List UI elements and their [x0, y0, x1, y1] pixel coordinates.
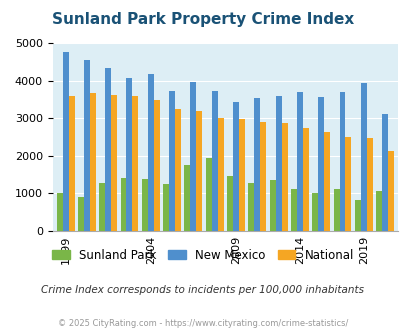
Bar [248, 183, 254, 231]
Bar [132, 96, 138, 231]
Bar [211, 91, 217, 231]
Bar [141, 179, 147, 231]
Bar [239, 119, 244, 231]
Bar [318, 97, 323, 231]
Bar [354, 200, 360, 231]
Bar [387, 151, 393, 231]
Bar [105, 69, 111, 231]
Bar [333, 189, 339, 231]
Bar [296, 92, 302, 231]
Bar [311, 193, 318, 231]
Bar [260, 121, 266, 231]
Bar [163, 183, 168, 231]
Bar [168, 91, 175, 231]
Bar [111, 95, 117, 231]
Bar [226, 177, 232, 231]
Bar [205, 158, 211, 231]
Text: Crime Index corresponds to incidents per 100,000 inhabitants: Crime Index corresponds to incidents per… [41, 285, 364, 295]
Bar [90, 93, 96, 231]
Bar [339, 92, 345, 231]
Bar [281, 123, 287, 231]
Bar [62, 51, 68, 231]
Text: © 2025 CityRating.com - https://www.cityrating.com/crime-statistics/: © 2025 CityRating.com - https://www.city… [58, 319, 347, 328]
Bar [366, 138, 372, 231]
Bar [120, 178, 126, 231]
Bar [275, 96, 281, 231]
Bar [381, 115, 387, 231]
Bar [99, 183, 105, 231]
Bar [269, 180, 275, 231]
Bar [290, 189, 296, 231]
Bar [126, 78, 132, 231]
Bar [184, 165, 190, 231]
Bar [153, 100, 159, 231]
Bar [190, 82, 196, 231]
Bar [175, 110, 181, 231]
Bar [68, 96, 75, 231]
Bar [147, 74, 153, 231]
Bar [360, 83, 366, 231]
Text: Sunland Park Property Crime Index: Sunland Park Property Crime Index [52, 12, 353, 26]
Bar [196, 111, 202, 231]
Bar [84, 60, 90, 231]
Bar [254, 98, 260, 231]
Bar [302, 128, 308, 231]
Bar [217, 118, 223, 231]
Legend: Sunland Park, New Mexico, National: Sunland Park, New Mexico, National [47, 244, 358, 266]
Bar [375, 191, 381, 231]
Bar [323, 132, 329, 231]
Bar [56, 193, 62, 231]
Bar [78, 197, 84, 231]
Bar [232, 102, 239, 231]
Bar [345, 137, 351, 231]
